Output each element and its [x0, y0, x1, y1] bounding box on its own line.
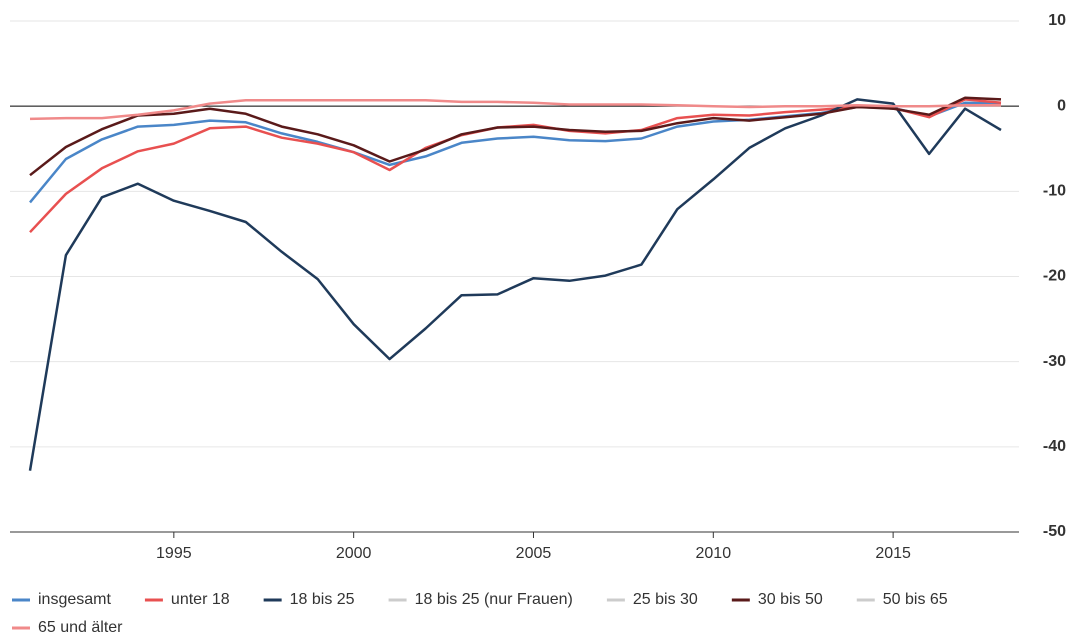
legend-label: 18 bis 25 (nur Frauen): [415, 591, 573, 608]
series-line: [28, 98, 1002, 471]
legend-item[interactable]: 65 und älter: [12, 619, 123, 636]
legend-label: 50 bis 65: [883, 591, 948, 608]
legend-item[interactable]: unter 18: [144, 591, 230, 608]
x-tick-label: 1995: [156, 545, 192, 562]
legend-item[interactable]: insgesamt: [12, 591, 111, 608]
legend-label: 18 bis 25: [290, 591, 355, 608]
series-line: [29, 98, 1001, 121]
legend-label: insgesamt: [38, 591, 111, 608]
y-tick-label: -40: [1043, 438, 1066, 455]
y-tick-label: 10: [1048, 12, 1066, 29]
series-line: [29, 98, 1002, 234]
x-tick-label: 2000: [336, 545, 372, 562]
legend-label: 30 bis 50: [758, 591, 823, 608]
legend-item[interactable]: 18 bis 25: [263, 591, 355, 608]
y-tick-label: -10: [1043, 183, 1066, 200]
x-tick-label: 2010: [696, 545, 732, 562]
x-tick-label: 2015: [875, 545, 911, 562]
legend-item[interactable]: 50 bis 65: [856, 591, 948, 608]
legend-label: unter 18: [171, 591, 230, 608]
legend-label: 65 und älter: [38, 619, 123, 636]
y-tick-label: 0: [1057, 97, 1066, 114]
series-line: [29, 101, 1002, 204]
y-tick-label: -30: [1043, 353, 1066, 370]
y-tick-label: -20: [1043, 268, 1066, 285]
x-tick-label: 2005: [516, 545, 552, 562]
legend-item[interactable]: 18 bis 25 (nur Frauen): [388, 591, 573, 608]
legend-item[interactable]: 30 bis 50: [731, 591, 823, 608]
y-tick-label: -50: [1043, 523, 1066, 540]
legend-label: 25 bis 30: [633, 591, 698, 608]
series-line: [29, 96, 1002, 177]
legend-item[interactable]: 25 bis 30: [606, 591, 698, 608]
